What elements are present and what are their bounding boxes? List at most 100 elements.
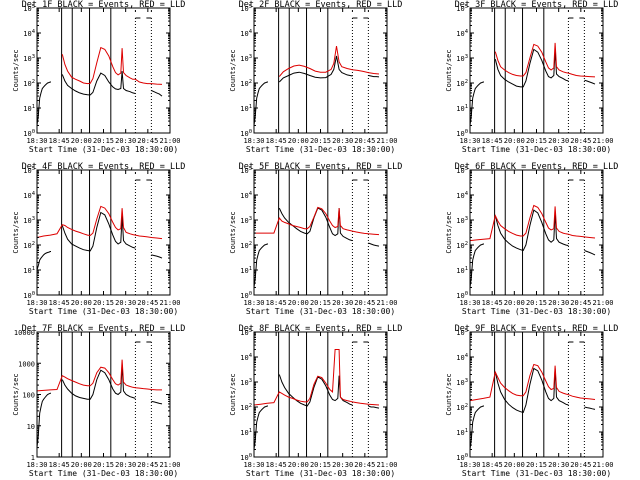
- events-series-line: [584, 250, 596, 256]
- y-tick-label: 105: [456, 166, 468, 175]
- x-tick-label: 20:30: [332, 461, 353, 469]
- x-tick-label: 20:00: [71, 461, 92, 469]
- y-tick-label: 103: [456, 216, 468, 225]
- y-tick-label: 104: [456, 29, 468, 38]
- events-series-line: [253, 243, 268, 288]
- x-axis-label: Start Time (31-Dec-03 18:30:00): [246, 469, 395, 478]
- y-tick-label: 102: [240, 241, 252, 250]
- panel-title: Det 6F BLACK = Events, RED = LLD: [455, 162, 619, 172]
- lld-series-line: [469, 204, 596, 242]
- y-tick-label: 102: [456, 241, 468, 250]
- x-tick-label: 20:00: [71, 137, 92, 145]
- y-tick-label: 102: [240, 403, 252, 412]
- y-tick-label: 1: [31, 454, 35, 462]
- x-tick-label: 20:45: [570, 299, 591, 307]
- x-axis-label: Start Time (31-Dec-03 18:30:00): [462, 469, 611, 478]
- events-series-line: [584, 406, 596, 410]
- plot-frame: [469, 7, 604, 134]
- x-tick-label: 20:15: [93, 299, 114, 307]
- x-tick-label: 20:00: [288, 461, 309, 469]
- panel-title: Det 9F BLACK = Events, RED = LLD: [455, 324, 619, 334]
- lld-series-line: [494, 42, 596, 78]
- panel-det1: 18:30 18:45 20:00 20:15 20:30 20:45 21:00 100 10…: [12, 0, 185, 154]
- panel-det6: 18:30 18:45 20:00 20:15 20:30 20:45 21:00 100 10…: [445, 162, 618, 316]
- lld-series-line: [36, 205, 163, 240]
- panel-det9: 18:30 18:45 20:00 20:15 20:30 20:45 21:00 100 10…: [445, 324, 618, 478]
- y-tick-label: 103: [240, 378, 252, 387]
- y-axis-label: Counts/sec: [445, 373, 453, 415]
- x-tick-label: 20:30: [548, 299, 569, 307]
- y-tick-label: 100: [240, 129, 252, 138]
- events-series-line: [469, 243, 484, 288]
- events-series-line: [61, 364, 136, 400]
- y-tick-label: 100: [23, 129, 35, 138]
- events-series-line: [368, 75, 380, 78]
- lld-series-line: [253, 349, 380, 406]
- x-tick-label: 21:00: [159, 299, 180, 307]
- x-tick-label: 18:45: [482, 461, 503, 469]
- y-tick-label: 105: [23, 4, 35, 13]
- y-tick-label: 104: [456, 191, 468, 200]
- y-tick-label: 101: [23, 266, 35, 275]
- x-tick-label: 18:30: [243, 461, 264, 469]
- x-tick-label: 20:30: [332, 299, 353, 307]
- x-tick-label: 20:30: [115, 461, 136, 469]
- x-axis-label: Start Time (31-Dec-03 18:30:00): [246, 307, 395, 316]
- y-axis-label: Counts/sec: [12, 373, 20, 415]
- panel-det7: 18:30 18:45 20:00 20:15 20:30 20:45 21:00 1 10 10…: [12, 324, 185, 478]
- y-tick-label: 101: [456, 266, 468, 275]
- x-tick-label: 20:45: [570, 461, 591, 469]
- lld-series-line: [61, 46, 163, 85]
- x-tick-label: 20:15: [93, 461, 114, 469]
- y-tick-label: 105: [240, 166, 252, 175]
- y-tick-label: 101: [23, 104, 35, 113]
- events-series-line: [494, 209, 569, 252]
- plot-frame: [36, 7, 171, 134]
- x-tick-label: 21:00: [159, 137, 180, 145]
- panel-title: Det 1F BLACK = Events, RED = LLD: [22, 0, 186, 10]
- x-tick-label: 18:30: [26, 461, 47, 469]
- x-tick-label: 20:30: [115, 137, 136, 145]
- panel-det4: 18:30 18:45 20:00 20:15 20:30 20:45 21:00 100 10…: [12, 162, 185, 316]
- x-tick-label: 20:45: [354, 299, 375, 307]
- y-tick-label: 104: [240, 353, 252, 362]
- x-tick-label: 18:30: [459, 299, 480, 307]
- y-axis-label: Counts/sec: [445, 49, 453, 91]
- x-axis-label: Start Time (31-Dec-03 18:30:00): [246, 145, 395, 154]
- y-tick-label: 102: [456, 79, 468, 88]
- y-tick-label: 100: [456, 291, 468, 300]
- events-series-line: [494, 367, 569, 414]
- y-tick-label: 101: [240, 428, 252, 437]
- panel-title: Det 2F BLACK = Events, RED = LLD: [239, 0, 403, 10]
- y-tick-label: 103: [23, 54, 35, 63]
- x-tick-label: 21:00: [592, 299, 613, 307]
- events-series-line: [36, 251, 51, 271]
- y-axis-label: Counts/sec: [229, 211, 237, 253]
- y-tick-label: 104: [240, 191, 252, 200]
- y-tick-label: 104: [240, 29, 252, 38]
- x-tick-label: 20:45: [354, 137, 375, 145]
- y-tick-label: 105: [456, 4, 468, 13]
- y-axis-label: Counts/sec: [12, 211, 20, 253]
- y-tick-label: 100: [456, 453, 468, 462]
- y-tick-label: 105: [23, 166, 35, 175]
- x-tick-label: 18:30: [243, 137, 264, 145]
- panel-title: Det 5F BLACK = Events, RED = LLD: [239, 162, 403, 172]
- y-tick-label: 103: [456, 378, 468, 387]
- x-tick-label: 20:45: [137, 299, 158, 307]
- x-tick-label: 20:15: [310, 137, 331, 145]
- y-tick-label: 101: [240, 266, 252, 275]
- plot-frame: [469, 169, 604, 296]
- y-tick-label: 102: [23, 241, 35, 250]
- x-axis-label: Start Time (31-Dec-03 18:30:00): [29, 145, 178, 154]
- events-series-line: [469, 81, 484, 126]
- x-tick-label: 18:30: [459, 461, 480, 469]
- x-tick-label: 20:15: [526, 461, 547, 469]
- plot-frame: [253, 7, 388, 134]
- x-tick-label: 20:30: [548, 461, 569, 469]
- y-tick-label: 105: [456, 328, 468, 337]
- x-tick-label: 21:00: [376, 299, 397, 307]
- x-tick-label: 18:45: [482, 299, 503, 307]
- y-tick-label: 102: [240, 79, 252, 88]
- x-tick-label: 18:45: [266, 299, 287, 307]
